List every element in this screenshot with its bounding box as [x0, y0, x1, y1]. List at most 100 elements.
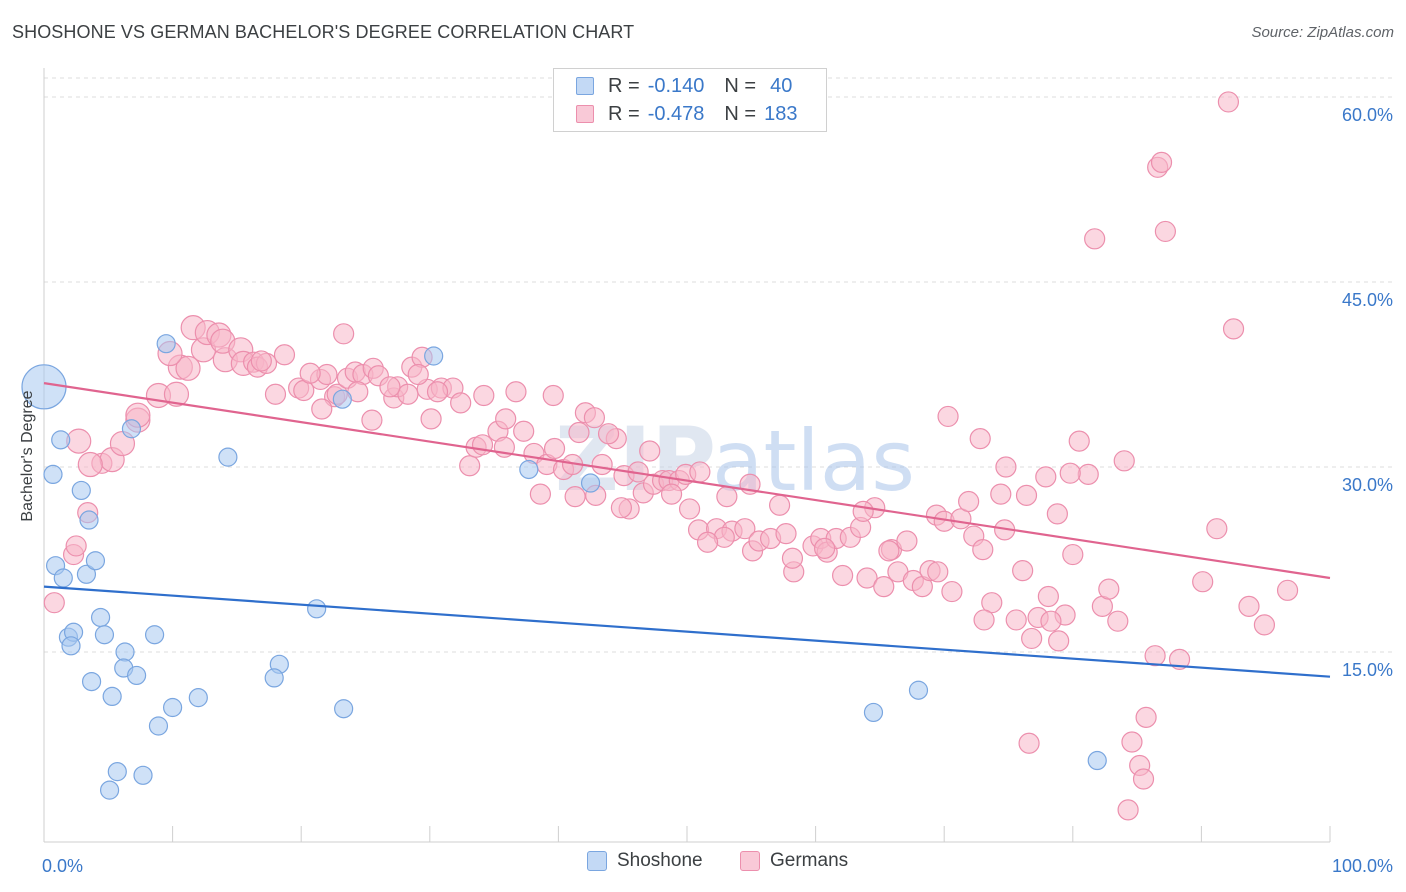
germans-point — [1253, 614, 1276, 636]
y-tick-label: 15.0% — [1342, 660, 1393, 680]
legend-row-germans: R = -0.478 N = 183 — [576, 100, 797, 128]
germans-point — [459, 455, 481, 477]
shoshone-point — [307, 599, 327, 619]
germans-point — [1035, 466, 1057, 488]
germans-point — [1048, 630, 1070, 652]
shoshone-point — [334, 699, 354, 719]
germans-point — [1098, 578, 1120, 600]
x-tick-label-max: 100.0% — [1332, 856, 1393, 876]
bottom-germans-label: Germans — [770, 850, 849, 871]
germans-point — [689, 461, 711, 483]
germans-point — [1168, 648, 1191, 671]
germans-point — [781, 547, 804, 569]
germans-point — [969, 428, 991, 450]
germans-point — [1005, 609, 1027, 631]
germans-point — [1068, 430, 1090, 452]
germans-swatch — [576, 105, 594, 123]
legend-row-shoshone: R = -0.140 N = 40 — [576, 72, 792, 100]
germans-point — [852, 500, 874, 522]
germans-point — [471, 434, 494, 456]
germans-point — [1192, 571, 1214, 593]
germans-point — [568, 421, 590, 444]
shoshone-point — [81, 671, 102, 692]
germans-point — [473, 384, 495, 407]
germans-point — [379, 376, 401, 398]
shoshone-n-label: N = — [724, 74, 757, 97]
shoshone-point — [90, 607, 111, 628]
shoshone-point — [107, 762, 127, 782]
germans-point — [1077, 463, 1099, 485]
shoshone-point — [908, 680, 929, 700]
germans-point — [65, 535, 87, 557]
shoshone-point — [163, 697, 183, 718]
germans-point — [66, 428, 92, 454]
shoshone-point — [51, 430, 71, 450]
germans-point — [426, 381, 449, 403]
germans-point — [775, 522, 797, 545]
germans-point — [299, 362, 321, 384]
germans-point — [77, 451, 103, 478]
germans-point — [696, 531, 719, 553]
germans-point — [1121, 731, 1143, 753]
germans-point — [1217, 91, 1240, 113]
germans-point — [564, 486, 586, 508]
germans-point — [639, 440, 661, 462]
grid-layer: 15.0% 30.0% 45.0% 60.0% — [44, 77, 1393, 680]
germans-point — [43, 592, 65, 614]
chart-title: SHOSHONE VS GERMAN BACHELOR'S DEGREE COR… — [12, 22, 635, 42]
germans-point — [505, 381, 527, 403]
correlation-legend: R = -0.140 N = 40 R = -0.478 N = 183 — [553, 68, 827, 132]
axis-layer: 0.0% 100.0% — [42, 68, 1393, 876]
shoshone-point — [71, 480, 91, 501]
germans-point — [597, 423, 620, 445]
shoshone-point — [580, 473, 601, 493]
germans-point — [163, 381, 190, 407]
germans-point — [878, 540, 900, 562]
germans-point — [995, 456, 1017, 478]
shoshone-point — [99, 780, 120, 800]
bottom-shoshone-swatch — [587, 851, 607, 871]
germans-point — [1135, 706, 1157, 728]
watermark-atlas: atlas — [712, 412, 915, 510]
shoshone-point — [188, 688, 208, 708]
germans-point — [1021, 627, 1043, 650]
shoshone-point — [218, 447, 238, 467]
germans-point — [543, 437, 566, 460]
x-tick-label-min: 0.0% — [42, 856, 83, 876]
germans-point — [264, 383, 287, 405]
shoshone-point — [115, 642, 135, 662]
germans-point — [1144, 645, 1166, 667]
germans-point — [420, 408, 442, 430]
germans-point — [973, 609, 995, 631]
trend-lines — [43, 382, 1331, 678]
germans-point — [958, 490, 980, 513]
germans-point — [1040, 610, 1062, 632]
germans-point — [832, 564, 854, 587]
germans-point — [591, 453, 613, 476]
germans-point — [1084, 228, 1106, 250]
germans-point — [311, 398, 333, 420]
germans-point — [1062, 543, 1084, 566]
shoshone-point — [133, 765, 153, 785]
germans-point — [990, 483, 1012, 505]
germans-point — [495, 408, 517, 430]
shoshone-point — [79, 510, 99, 530]
shoshone-point — [85, 551, 106, 571]
shoshone-point — [156, 334, 176, 354]
germans-point — [1238, 595, 1260, 617]
shoshone-point — [102, 686, 122, 707]
germans-point — [1276, 579, 1299, 601]
shoshone-point — [126, 665, 147, 686]
germans-point — [1037, 585, 1059, 608]
shoshone-point — [863, 702, 884, 723]
germans-point — [1150, 151, 1173, 173]
germans-n-label: N = — [724, 102, 757, 125]
germans-trend-line — [43, 382, 1331, 580]
germans-point — [513, 420, 535, 442]
germans-point — [678, 498, 701, 520]
germans-point — [768, 494, 791, 516]
shoshone-r-label: R = — [608, 74, 640, 97]
shoshone-point — [76, 564, 97, 584]
y-axis-label: Bachelor's Degree — [19, 390, 36, 521]
